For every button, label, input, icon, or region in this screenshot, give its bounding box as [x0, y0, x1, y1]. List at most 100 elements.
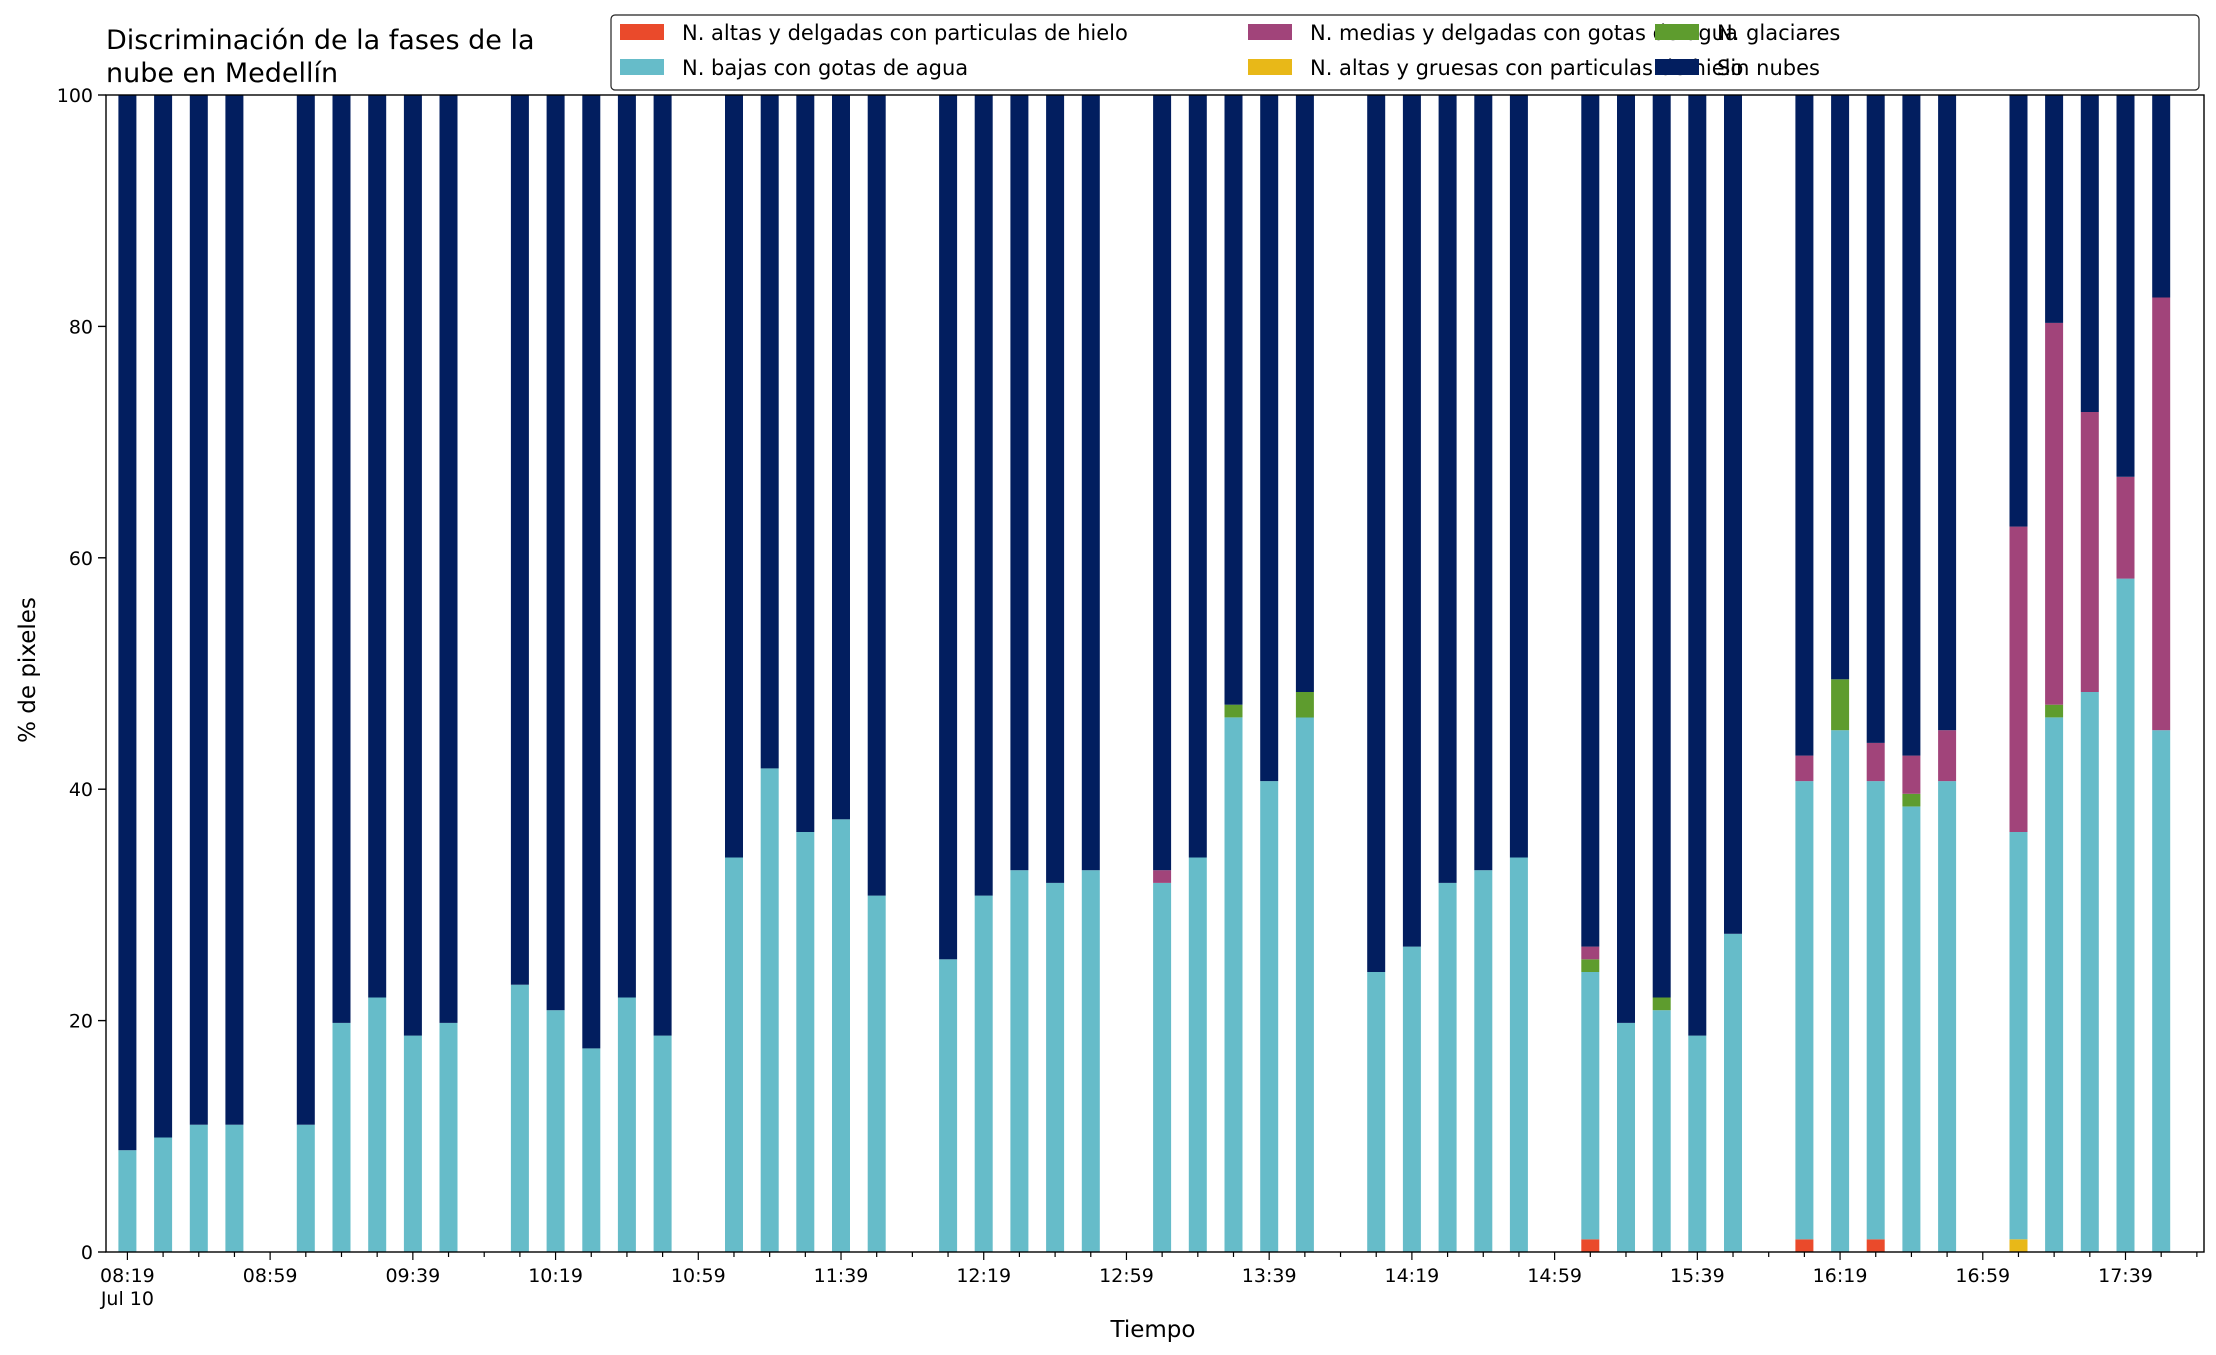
bar-segment-sin_nubes-1039	[617, 95, 636, 998]
bar-segment-sin_nubes-1519	[1617, 95, 1635, 1023]
bar-segment-medias_agua-1749	[2152, 297, 2171, 731]
x-tick-label-1619: 16:19	[1813, 1265, 1868, 1287]
bar-segment-sin_nubes-1239	[1046, 95, 1065, 883]
bar-segment-bajas_agua-1449	[1509, 857, 1528, 1252]
bar-segment-bajas_agua-1649	[1938, 781, 1957, 1252]
bar-segment-bajas_agua-1139	[832, 819, 850, 1252]
bar-segment-sin_nubes-0909	[296, 95, 315, 1125]
bar-segment-sin_nubes-1749	[2152, 95, 2171, 298]
bar-segment-sin_nubes-1719	[2045, 95, 2064, 323]
bar-segment-bajas_agua-0929	[368, 997, 387, 1252]
bar-segment-bajas_agua-1009	[510, 984, 529, 1252]
bar-segment-bajas_agua-1439	[1474, 870, 1493, 1252]
bar-segment-bajas_agua-0909	[296, 1124, 315, 1252]
legend-frame	[610, 14, 2200, 91]
bar-segment-bajas_agua-1309	[1153, 882, 1172, 1252]
bar-segment-sin_nubes-1139	[832, 95, 850, 820]
x-tick-label-0939: 09:39	[385, 1265, 440, 1287]
y-tick-label-100: 100	[57, 85, 93, 107]
bar-segment-sin_nubes-1209	[939, 95, 958, 960]
x-tick-label-1219: 12:19	[956, 1265, 1011, 1287]
bar-segment-sin_nubes-1109	[725, 95, 743, 858]
bar-segment-bajas_agua-1029	[582, 1048, 601, 1252]
bar-segment-sin_nubes-1549	[1724, 95, 1742, 934]
bar-segment-sin_nubes-1529	[1652, 95, 1671, 998]
bar-segment-bajas_agua-0949	[439, 1022, 458, 1252]
x-tick-sublabel-date: Jul 10	[100, 1288, 154, 1310]
bar-segment-bajas_agua-1539	[1688, 1035, 1707, 1252]
bar-segment-medias_agua-1629	[1866, 742, 1885, 782]
legend-swatch-bajas_agua	[620, 59, 664, 75]
bar-segment-medias_agua-1719	[2045, 322, 2064, 705]
bar-segment-bajas_agua-1749	[2152, 730, 2171, 1252]
y-axis: 0 20 40 60 80 100	[57, 85, 106, 1264]
bar-segment-bajas_agua-1219	[974, 895, 993, 1252]
bar-segment-glaciares-1619	[1831, 679, 1850, 731]
bar-segment-bajas_agua-1639	[1902, 806, 1921, 1252]
bar-segment-bajas_agua-1339	[1260, 781, 1279, 1252]
bar-segment-sin_nubes-1609	[1795, 95, 1814, 756]
bar-segment-sin_nubes-0929	[368, 95, 387, 998]
x-tick-label-0859: 08:59	[243, 1265, 298, 1287]
x-tick-label-1019: 10:19	[528, 1265, 583, 1287]
bar-segment-bajas_agua-1109	[725, 857, 743, 1252]
legend: N. altas y delgadas con particulas de hi…	[610, 14, 2200, 91]
bar-segment-sin_nubes-1629	[1866, 95, 1885, 743]
bar-segment-sin_nubes-1429	[1438, 95, 1457, 883]
bar-segment-medias_agua-1639	[1902, 755, 1921, 794]
bar-segment-medias_agua-1709	[2009, 526, 2028, 832]
legend-label-glaciares: N. glaciares	[1717, 21, 1840, 45]
bar-segment-sin_nubes-1619	[1831, 95, 1850, 680]
bar-segment-sin_nubes-0919	[332, 95, 351, 1023]
legend-label-sin_nubes: Sin nubes	[1717, 56, 1820, 80]
bar-segment-bajas_agua-1729	[2080, 692, 2099, 1252]
bar-segment-sin_nubes-1149	[867, 95, 886, 896]
bar-segment-sin_nubes-1419	[1402, 95, 1421, 947]
bar-segment-sin_nubes-1509	[1581, 95, 1600, 947]
bar-segment-medias_agua-1739	[2116, 476, 2135, 579]
bar-segment-altas_gruesas-1709	[2009, 1239, 2028, 1252]
bar-segment-medias_agua-1509	[1581, 946, 1600, 960]
x-tick-label-1659: 16:59	[1955, 1265, 2010, 1287]
bar-segment-sin_nubes-0839	[189, 95, 208, 1125]
x-tick-label-1139: 11:39	[814, 1265, 869, 1287]
legend-swatch-glaciares	[1655, 24, 1699, 40]
bar-segment-bajas_agua-0939	[403, 1035, 422, 1252]
bar-segment-medias_agua-1729	[2080, 412, 2099, 692]
bar-segment-sin_nubes-1439	[1474, 95, 1493, 871]
y-tick-label-20: 20	[69, 1011, 93, 1033]
bar-segment-bajas_agua-1129	[796, 832, 815, 1252]
bar-segment-bajas_agua-1519	[1617, 1022, 1635, 1252]
y-tick-label-60: 60	[69, 548, 93, 570]
bar-segment-bajas_agua-1039	[617, 997, 636, 1252]
bar-segment-bajas_agua-1409	[1367, 972, 1386, 1252]
bar-segment-bajas_agua-1119	[760, 768, 779, 1252]
bar-segment-sin_nubes-1349	[1295, 95, 1314, 692]
bar-segment-sin_nubes-1319	[1188, 95, 1207, 858]
bar-segment-sin_nubes-1729	[2080, 95, 2099, 412]
chart-title-line-1: Discriminación de la fases de la	[106, 25, 535, 56]
y-tick-label-0: 0	[81, 1242, 93, 1264]
bar-segment-bajas_agua-1619	[1831, 730, 1850, 1252]
bar-segment-sin_nubes-1249	[1081, 95, 1100, 871]
bar-segment-bajas_agua-1429	[1438, 882, 1457, 1252]
bar-segment-sin_nubes-1229	[1010, 95, 1029, 871]
bar-segment-altas_delgadas-1629	[1866, 1239, 1885, 1252]
bar-segment-bajas_agua-1209	[939, 959, 958, 1252]
bar-segment-sin_nubes-1409	[1367, 95, 1386, 972]
bar-segment-sin_nubes-1009	[510, 95, 529, 985]
bar-segment-glaciares-1329	[1224, 704, 1243, 718]
bar-segment-bajas_agua-1509	[1581, 972, 1600, 1240]
bar-segment-bajas_agua-1019	[546, 1010, 565, 1252]
bar-segment-bajas_agua-1329	[1224, 717, 1243, 1252]
bar-segment-bajas_agua-0829	[154, 1137, 173, 1252]
bar-segment-bajas_agua-0839	[189, 1124, 208, 1252]
bar-segment-sin_nubes-1019	[546, 95, 565, 1011]
bar-segment-sin_nubes-1539	[1688, 95, 1707, 1036]
x-tick-label-1339: 13:39	[1242, 1265, 1297, 1287]
bar-segment-bajas_agua-1629	[1866, 781, 1885, 1240]
bar-segment-glaciares-1509	[1581, 959, 1600, 972]
bar-segment-bajas_agua-1349	[1295, 717, 1314, 1252]
bar-segment-sin_nubes-1049	[653, 95, 672, 1036]
legend-swatch-sin_nubes	[1655, 59, 1699, 75]
